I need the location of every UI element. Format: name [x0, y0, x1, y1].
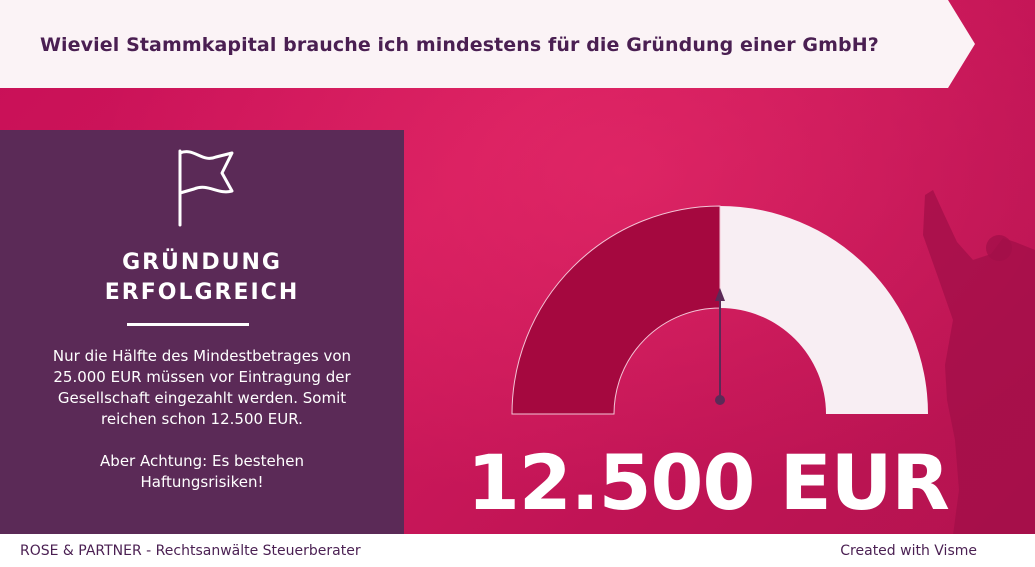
paragraph-line: Haftungsrisiken!	[140, 473, 264, 491]
paragraph-line: Gesellschaft eingezahlt werden. Somit	[57, 389, 347, 407]
gauge-empty-arc	[720, 206, 928, 414]
gauge-needle-hub	[715, 395, 725, 405]
footer-credit[interactable]: Created with Visme	[840, 543, 977, 559]
paragraph-line: 25.000 EUR müssen vor Eintragung der	[53, 368, 351, 386]
gauge-needle-arrow	[715, 288, 725, 301]
paragraph-line: reichen schon 12.500 EUR.	[101, 410, 303, 428]
panel-body: Nur die Hälfte des Mindestbetrages von 2…	[22, 346, 382, 493]
gauge-filled-arc	[511, 205, 721, 415]
info-panel	[0, 130, 404, 534]
gauge-chart	[511, 205, 928, 415]
page-title: Wieviel Stammkapital brauche ich mindest…	[40, 34, 879, 56]
paragraph-line: Aber Achtung: Es bestehen	[100, 452, 304, 470]
flag-icon	[178, 149, 234, 227]
amount-value: 12.500 EUR	[467, 438, 950, 527]
title-banner: Wieviel Stammkapital brauche ich mindest…	[0, 0, 975, 88]
footer: ROSE & PARTNER - Rechtsanwälte Steuerber…	[0, 534, 1035, 567]
heading-line-2: ERFOLGREICH	[104, 280, 300, 305]
paragraph-line: Nur die Hälfte des Mindestbetrages von	[52, 347, 352, 365]
footer-company: ROSE & PARTNER - Rechtsanwälte Steuerber…	[20, 543, 361, 559]
panel-heading: GRÜNDUNG ERFOLGREICH	[0, 248, 404, 308]
heading-line-1: GRÜNDUNG	[122, 250, 282, 275]
divider	[127, 323, 249, 326]
person-silhouette	[923, 190, 1035, 535]
